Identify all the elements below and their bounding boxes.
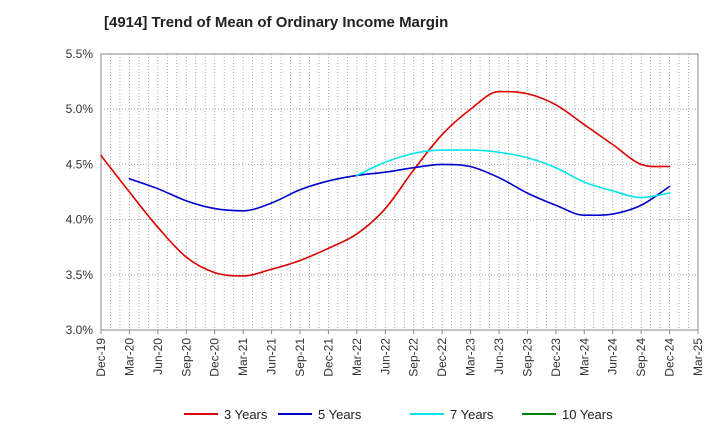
x-tick-label: Sep-20 [179,338,193,377]
x-tick-label: Mar-21 [236,338,250,376]
series-lines [100,90,671,277]
legend-item-3-years: 3 Years [184,407,268,422]
x-tick-label: Mar-23 [464,338,478,376]
legend-label: 7 Years [450,407,494,422]
x-tick-label: Dec-19 [94,338,108,377]
y-axis: 3.0% 3.5% 4.0% 4.5% 5.0% 5.5% [66,47,94,337]
x-tick-label: Mar-22 [350,338,364,376]
x-tick-label: Jun-24 [606,338,620,375]
x-tick-label: Dec-20 [208,338,222,377]
x-tick-label: Sep-22 [407,338,421,377]
y-tick-label: 3.0% [66,323,94,337]
y-tick-label: 3.5% [66,268,94,282]
x-tick-label: Dec-24 [663,338,677,377]
x-tick-label: Dec-23 [549,338,563,377]
series-line-5-years [128,163,671,217]
x-tick-label: Sep-24 [634,338,648,377]
x-axis: Dec-19 Mar-20 Jun-20 Sep-20 Dec-20 Mar-21 Jun-… [94,330,705,377]
y-tick-label: 4.0% [66,213,94,227]
x-tick-label: Mar-20 [122,338,136,376]
x-tick-label: Dec-21 [321,338,335,377]
x-tick-label: Jun-23 [492,338,506,375]
y-tick-label: 5.0% [66,102,94,116]
x-tick-label: Jun-21 [265,338,279,375]
x-tick-label: Dec-22 [435,338,449,377]
y-tick-label: 4.5% [66,157,94,171]
x-tick-label: Mar-24 [577,338,591,376]
x-tick-label: Sep-21 [293,338,307,377]
x-tick-label: Jun-22 [378,338,392,375]
x-tick-label: Sep-23 [520,338,534,377]
series-line-3-years [100,90,671,277]
chart-title: [4914] Trend of Mean of Ordinary Income … [104,14,449,31]
legend-item-10-years: 10 Years [522,407,613,422]
y-tick-label: 5.5% [66,47,94,61]
x-tick-label: Jun-20 [151,338,165,375]
grid-lines [101,54,698,330]
legend: 3 Years 5 Years 7 Years 10 Years [184,407,613,422]
legend-label: 3 Years [224,407,268,422]
legend-label: 10 Years [562,407,613,422]
legend-item-7-years: 7 Years [410,407,494,422]
legend-item-5-years: 5 Years [278,407,362,422]
legend-label: 5 Years [318,407,362,422]
plot-area [100,53,699,331]
x-tick-label: Mar-25 [691,338,705,376]
series-line-7-years [356,149,671,199]
